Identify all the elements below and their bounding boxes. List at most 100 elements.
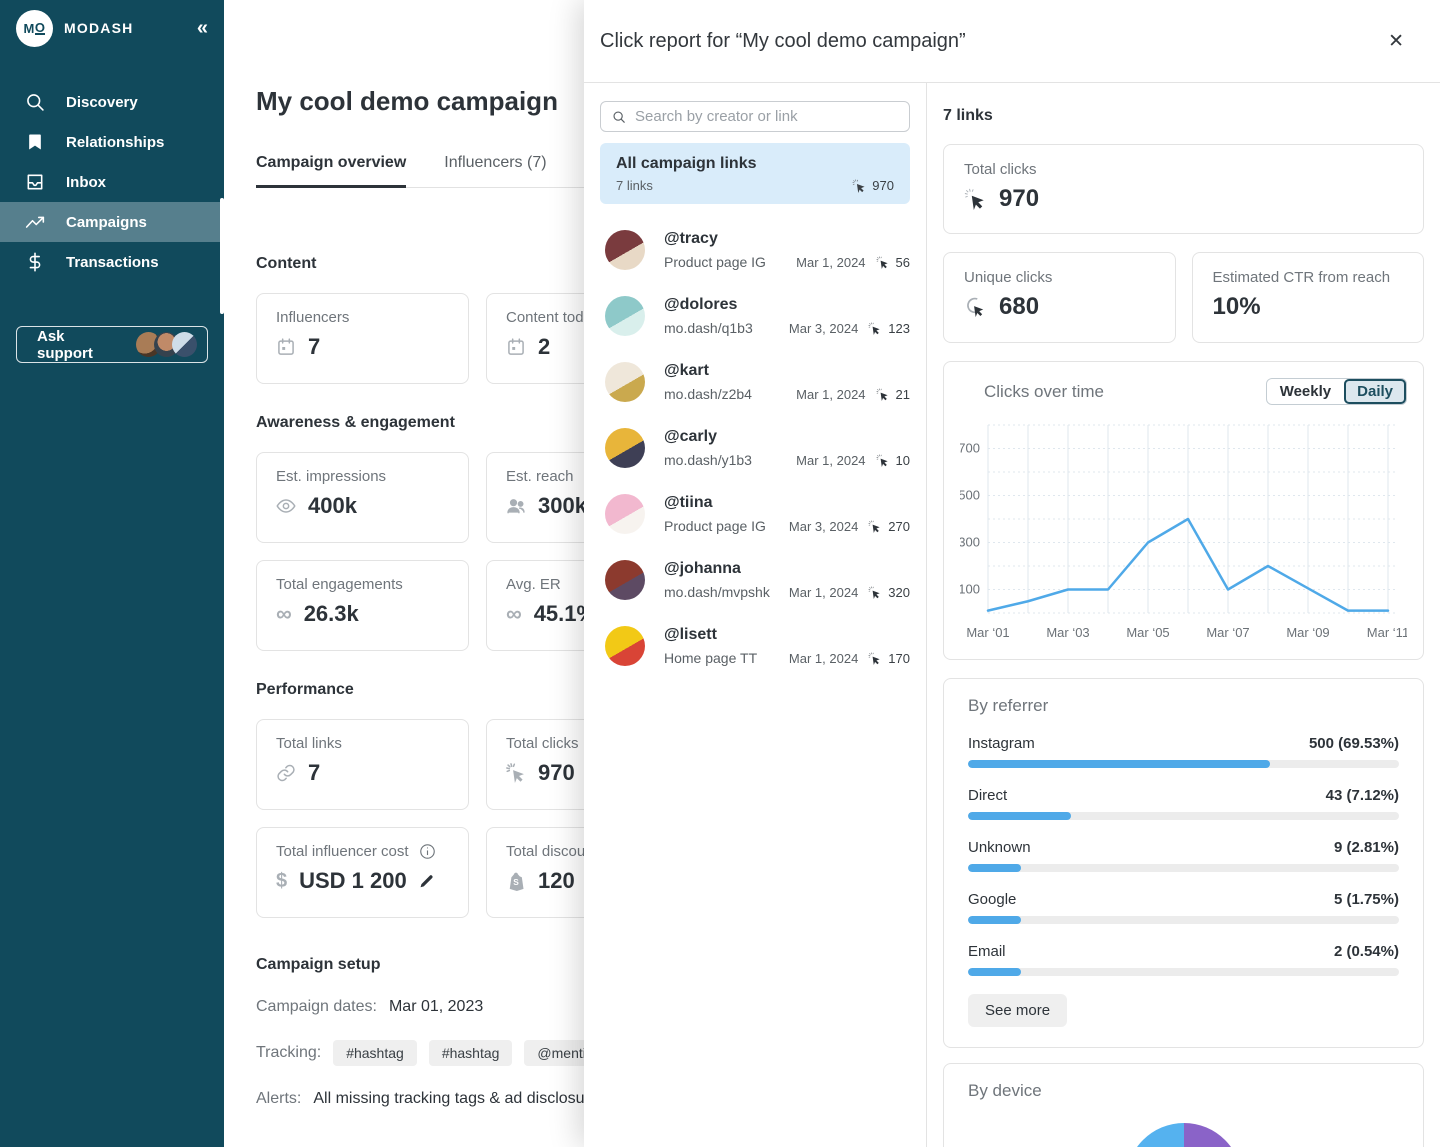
- svg-text:700: 700: [960, 441, 980, 456]
- click-icon: [876, 388, 889, 401]
- creator-row-dolores[interactable]: @dolores mo.dash/q1b3 Mar 3, 2024 123: [600, 296, 910, 336]
- creator-date: Mar 3, 2024: [788, 518, 859, 534]
- calendar-icon: [276, 337, 296, 357]
- close-icon[interactable]: ✕: [1388, 30, 1404, 52]
- creator-row-tracy[interactable]: @tracy Product page IG Mar 1, 2024 56: [600, 230, 910, 270]
- creator-link: Product page IG: [664, 254, 766, 270]
- creator-row-tiina[interactable]: @tiina Product page IG Mar 3, 2024 270: [600, 494, 910, 534]
- creator-clicks: 56: [895, 254, 910, 270]
- sidebar-scrollbar-thumb[interactable]: [220, 198, 224, 314]
- modal-body: All campaign links 7 links 970 @tracy Pr…: [584, 83, 1440, 1147]
- ask-support-button[interactable]: Ask support: [16, 326, 208, 363]
- report-panel: 7 links Total clicks 970 Unique clicks 6…: [927, 83, 1440, 1147]
- campaign-dates-row: Campaign dates: Mar 01, 2023: [256, 998, 1440, 1016]
- sidebar-item-label: Relationships: [66, 133, 165, 151]
- click-icon: [868, 322, 881, 335]
- tracking-label: Tracking:: [256, 1044, 322, 1061]
- creator-handle: @carly: [664, 428, 717, 445]
- avatar: [605, 428, 645, 468]
- stat-label: Estimated CTR from reach: [1212, 269, 1391, 286]
- referrer-bar-fill: [968, 916, 1021, 924]
- creator-handle: @lisett: [664, 626, 717, 643]
- referrer-bar-fill: [968, 760, 1270, 768]
- creator-link: mo.dash/mvpshk: [664, 584, 770, 600]
- toggle-daily[interactable]: Daily: [1344, 379, 1406, 404]
- click-icon: [506, 763, 526, 783]
- referrer-bar-fill: [968, 864, 1021, 872]
- sidebar-collapse-icon[interactable]: «: [196, 17, 208, 39]
- creator-date: Mar 3, 2024: [788, 320, 859, 336]
- creator-clicks: 21: [895, 386, 910, 402]
- stat-value: 2: [538, 334, 551, 359]
- dollar-icon: [25, 252, 45, 272]
- creator-row-carly[interactable]: @carly mo.dash/y1b3 Mar 1, 2024 10: [600, 428, 910, 468]
- chart-title: Clicks over time: [984, 381, 1104, 401]
- referrer-row-email: Email 2 (0.54%): [968, 943, 1399, 976]
- all-campaign-links-item[interactable]: All campaign links 7 links 970: [600, 143, 910, 204]
- section-heading-setup: Campaign setup: [256, 956, 381, 973]
- click-icon: [868, 520, 881, 533]
- eye-icon: [276, 496, 296, 516]
- stat-label: Total clicks: [964, 161, 1037, 178]
- referrer-row-unknown: Unknown 9 (2.81%): [968, 839, 1399, 872]
- svg-text:100: 100: [960, 582, 980, 597]
- stat-card-influencer-cost: Total influencer cost $ USD 1 200: [256, 827, 469, 918]
- see-more-button[interactable]: See more: [968, 994, 1068, 1027]
- stat-label: Total influencer cost: [276, 843, 409, 860]
- alerts-row: Alerts: All missing tracking tags & ad d…: [256, 1090, 1440, 1108]
- sidebar-item-relationships[interactable]: Relationships: [0, 122, 224, 162]
- tab-campaign-overview[interactable]: Campaign overview: [256, 154, 407, 188]
- referrer-bar-track: [968, 864, 1399, 872]
- people-icon: [506, 496, 526, 516]
- clicks-line-chart: 100 300 500 700 Mar ‘01 Mar ‘03 Mar ‘05 Mar ‘07…: [960, 424, 1407, 640]
- referrer-bar-track: [968, 812, 1399, 820]
- infinity-icon: ∞: [276, 601, 292, 626]
- stat-card-influencers: Influencers 7: [256, 293, 469, 384]
- campaign-dates-value: Mar 01, 2023: [388, 998, 484, 1015]
- search-icon: [612, 110, 626, 124]
- info-icon[interactable]: [419, 843, 436, 860]
- all-links-clicks: 970: [872, 178, 894, 193]
- unique-click-icon: [964, 296, 986, 318]
- stat-value: 120: [538, 868, 575, 893]
- click-icon: [852, 179, 866, 193]
- toggle-weekly[interactable]: Weekly: [1279, 383, 1332, 400]
- clicks-over-time-card: Clicks over time Weekly Daily 100 300 500 7…: [943, 361, 1424, 660]
- click-icon: [964, 188, 986, 210]
- shopify-bag-icon: [506, 871, 526, 891]
- stat-label: Total discoun: [506, 843, 594, 860]
- sidebar-item-inbox[interactable]: Inbox: [0, 162, 224, 202]
- section-heading-performance: Performance: [256, 681, 354, 698]
- creator-clicks: 123: [888, 320, 910, 336]
- creator-row-lisett[interactable]: @lisett Home page TT Mar 1, 2024 170: [600, 626, 910, 666]
- creator-row-johanna[interactable]: @johanna mo.dash/mvpshk Mar 1, 2024 320: [600, 560, 910, 600]
- stat-label: Total links: [276, 735, 342, 752]
- by-device-title: By device: [968, 1081, 1042, 1100]
- stat-value: 300k: [538, 493, 587, 518]
- referrer-name: Google: [968, 891, 1017, 908]
- svg-text:Mar ‘01: Mar ‘01: [966, 625, 1009, 640]
- svg-text:Mar ‘03: Mar ‘03: [1046, 625, 1089, 640]
- sidebar-item-transactions[interactable]: Transactions: [0, 242, 224, 282]
- edit-pencil-icon[interactable]: [419, 874, 434, 889]
- creator-row-kart[interactable]: @kart mo.dash/z2b4 Mar 1, 2024 21: [600, 362, 910, 402]
- sidebar-item-discovery[interactable]: Discovery: [0, 82, 224, 122]
- sidebar-item-campaigns[interactable]: Campaigns: [0, 202, 224, 242]
- dollar-icon: $: [276, 869, 288, 892]
- creator-handle: @dolores: [664, 296, 738, 313]
- search-input[interactable]: [635, 108, 898, 125]
- stat-label: Avg. ER: [506, 576, 561, 593]
- referrer-value: 5 (1.75%): [1333, 891, 1399, 908]
- sidebar-item-label: Campaigns: [66, 213, 147, 231]
- avatar: [605, 362, 645, 402]
- tab-influencers[interactable]: Influencers (7): [444, 154, 547, 171]
- stat-value: 970: [538, 760, 575, 785]
- section-heading-content: Content: [256, 255, 317, 272]
- alerts-value: All missing tracking tags & ad disclosur…: [313, 1090, 607, 1107]
- calendar-icon: [506, 337, 526, 357]
- links-heading: 7 links: [943, 107, 993, 124]
- referrer-bar-fill: [968, 968, 1021, 976]
